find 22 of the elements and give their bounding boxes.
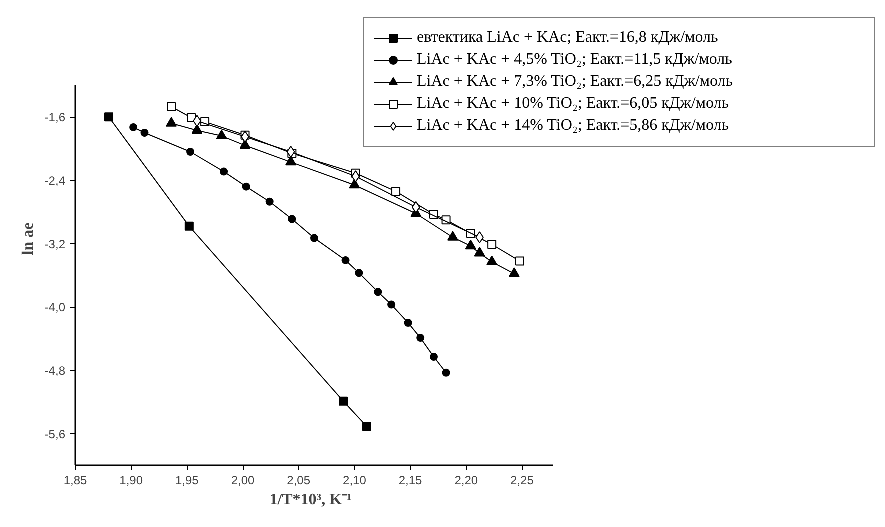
x-tick-label: 2,00 — [231, 474, 256, 488]
x-tick-label: 2,10 — [343, 474, 367, 488]
y-tick-label: -3,2 — [44, 237, 66, 252]
y-tick-label: -4,8 — [44, 364, 66, 378]
x-tick-label: 2,05 — [287, 474, 311, 488]
x-tick-label: 1,95 — [176, 474, 200, 488]
legend-label: LiAc + KAc + 7,3% TiO₂; Eакт.=6,25 кДж/моль — [417, 72, 734, 92]
x-tick-label: 1,85 — [64, 474, 88, 488]
x-axis-title: 1/T*10³, K⁻¹ — [270, 492, 352, 508]
legend-label: LiAc + KAc + 4,5% TiO₂; Eакт.=11,5 кДж/моль — [417, 50, 734, 70]
y-tick-label: -4,0 — [44, 300, 66, 315]
x-tick-label: 2,25 — [510, 474, 534, 488]
y-tick-label: -5,6 — [44, 427, 66, 442]
x-tick-label: 1,90 — [120, 474, 144, 488]
y-tick-label: -1,6 — [44, 110, 66, 125]
legend-label: LiAc + KAc + 14% TiO₂; Eакт.=5,86 кДж/моль — [417, 116, 730, 136]
legend-label: евтектика LiAc + KAc; Eакт.=16,8 кДж/моль — [417, 28, 720, 48]
y-axis-title: ln ae — [20, 222, 37, 256]
y-tick-label: -2,4 — [44, 174, 66, 188]
legend-label: LiAc + KAc + 10% TiO₂; Eакт.=6,05 кДж/моль — [417, 94, 730, 114]
x-tick-label: 2,15 — [398, 474, 423, 488]
x-tick-label: 2,20 — [454, 474, 478, 488]
